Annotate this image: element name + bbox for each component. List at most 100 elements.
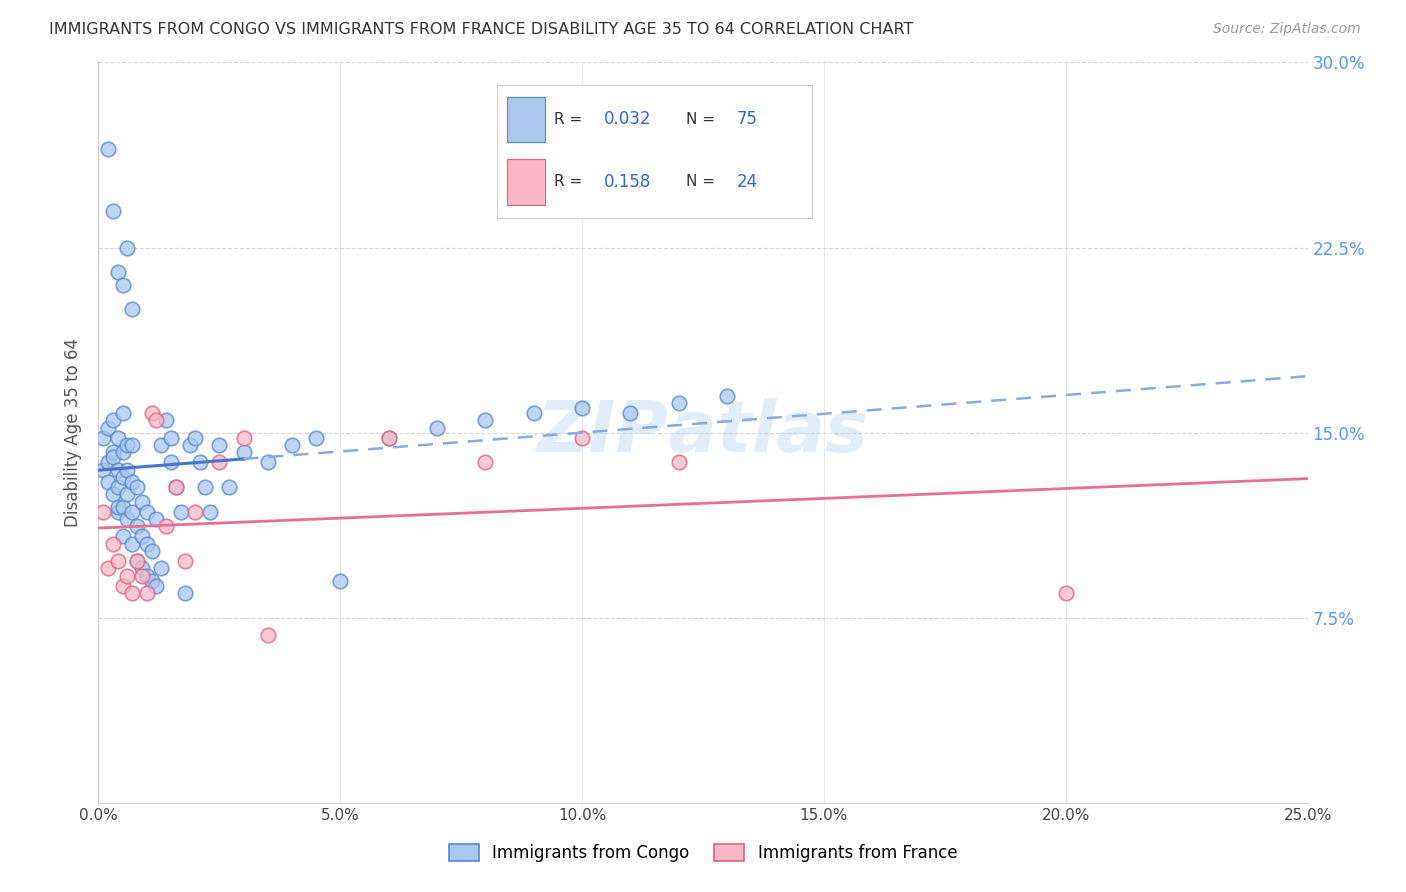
Immigrants from Congo [91,462,114,476]
Immigrants from France [208,455,231,469]
Immigrants from Congo [165,480,187,494]
Immigrants from Congo [117,487,139,501]
Immigrants from Congo [329,574,352,588]
Immigrants from Congo [121,475,143,489]
Immigrants from France [145,413,167,427]
Immigrants from Congo [155,413,177,427]
Immigrants from Congo [117,240,139,255]
Immigrants from Congo [474,413,496,427]
Immigrants from Congo [97,475,120,489]
Immigrants from Congo [101,413,124,427]
Immigrants from Congo [101,445,124,459]
Immigrants from Congo [101,487,124,501]
Immigrants from Congo [377,431,399,445]
Immigrants from Congo [716,388,738,402]
Immigrants from Congo [107,265,129,279]
Immigrants from Congo [131,529,153,543]
Immigrants from France [131,568,153,582]
Immigrants from Congo [141,574,163,588]
Immigrants from Congo [135,568,157,582]
Immigrants from Congo [256,455,278,469]
Immigrants from Congo [198,505,221,519]
Immigrants from Congo [145,512,167,526]
Immigrants from Congo [97,142,120,156]
Immigrants from Congo [135,505,157,519]
Immigrants from France [571,431,593,445]
Immigrants from Congo [150,561,173,575]
Immigrants from Congo [141,544,163,558]
Immigrants from France [127,554,149,568]
Immigrants from Congo [121,505,143,519]
Immigrants from Congo [117,438,139,452]
Immigrants from Congo [91,431,114,445]
Immigrants from Congo [121,536,143,550]
Immigrants from France [155,519,177,533]
Immigrants from France [117,568,139,582]
Immigrants from Congo [160,455,183,469]
Immigrants from Congo [107,500,129,514]
Immigrants from France [121,586,143,600]
Immigrants from Congo [111,277,134,292]
Immigrants from Congo [127,480,149,494]
Immigrants from France [97,561,120,575]
Immigrants from Congo [107,431,129,445]
Immigrants from France [184,505,207,519]
Immigrants from France [165,480,187,494]
Immigrants from France [1054,586,1077,600]
Immigrants from Congo [107,480,129,494]
Text: ZIP​atlas: ZIP​atlas [537,398,869,467]
Immigrants from Congo [121,302,143,317]
Immigrants from Congo [97,420,120,434]
Immigrants from France [107,554,129,568]
Immigrants from France [101,536,124,550]
Immigrants from France [111,579,134,593]
Immigrants from Congo [208,438,231,452]
Immigrants from Congo [101,450,124,465]
Immigrants from Congo [619,406,641,420]
Immigrants from Congo [127,519,149,533]
Immigrants from Congo [305,431,328,445]
Immigrants from Congo [111,470,134,484]
Immigrants from Congo [111,406,134,420]
Immigrants from Congo [131,561,153,575]
Legend: Immigrants from Congo, Immigrants from France: Immigrants from Congo, Immigrants from F… [441,837,965,869]
Immigrants from Congo [107,462,129,476]
Immigrants from Congo [117,512,139,526]
Immigrants from Congo [145,579,167,593]
Immigrants from France [668,455,690,469]
Immigrants from Congo [523,406,546,420]
Immigrants from France [232,431,254,445]
Immigrants from Congo [179,438,201,452]
Immigrants from Congo [571,401,593,415]
Immigrants from Congo [426,420,449,434]
Immigrants from Congo [184,431,207,445]
Y-axis label: Disability Age 35 to 64: Disability Age 35 to 64 [65,338,83,527]
Immigrants from France [174,554,197,568]
Immigrants from Congo [101,203,124,218]
Immigrants from Congo [218,480,240,494]
Immigrants from Congo [174,586,197,600]
Immigrants from Congo [194,480,217,494]
Immigrants from Congo [107,505,129,519]
Immigrants from Congo [117,462,139,476]
Immigrants from Congo [188,455,211,469]
Immigrants from Congo [135,536,157,550]
Immigrants from France [474,455,496,469]
Immigrants from Congo [111,529,134,543]
Immigrants from Congo [232,445,254,459]
Immigrants from France [377,431,399,445]
Immigrants from France [91,505,114,519]
Immigrants from France [141,406,163,420]
Text: IMMIGRANTS FROM CONGO VS IMMIGRANTS FROM FRANCE DISABILITY AGE 35 TO 64 CORRELAT: IMMIGRANTS FROM CONGO VS IMMIGRANTS FROM… [49,22,914,37]
Immigrants from Congo [169,505,191,519]
Immigrants from Congo [111,445,134,459]
Immigrants from Congo [121,438,143,452]
Immigrants from Congo [111,500,134,514]
Immigrants from France [135,586,157,600]
Immigrants from Congo [668,396,690,410]
Text: Source: ZipAtlas.com: Source: ZipAtlas.com [1213,22,1361,37]
Immigrants from Congo [97,455,120,469]
Immigrants from Congo [127,554,149,568]
Immigrants from Congo [281,438,304,452]
Immigrants from Congo [131,494,153,508]
